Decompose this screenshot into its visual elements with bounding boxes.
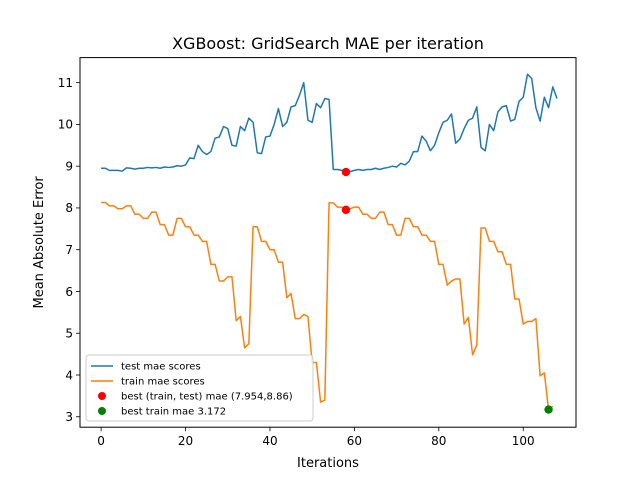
- x-tick-label-0: 0: [97, 434, 105, 448]
- best-markers: [341, 167, 553, 414]
- marker-0-0: [341, 205, 351, 215]
- x-tick-label-3: 60: [347, 434, 362, 448]
- legend-swatch-point-1: [98, 407, 106, 415]
- legend-label-point-1: best train mae 3.172: [121, 407, 226, 418]
- series-lines: [101, 73, 558, 411]
- legend-label-series-1: train mae scores: [121, 377, 205, 388]
- y-tick-label-2: 5: [65, 327, 73, 341]
- series-line-1: [101, 201, 554, 411]
- x-tick-label-2: 40: [262, 434, 277, 448]
- y-tick-label-8: 11: [58, 76, 73, 90]
- marker-0-1: [341, 167, 351, 177]
- y-tick-label-1: 4: [65, 368, 73, 382]
- marker-1-0: [544, 405, 553, 414]
- y-axis-label: Mean Absolute Error: [32, 176, 47, 309]
- legend-label-point-0: best (train, test) mae (7.954,8.86): [121, 392, 293, 403]
- y-tick-label-0: 3: [65, 410, 73, 424]
- series-line-0: [101, 73, 558, 173]
- y-axis-ticks: 3 4 5 6 7 8 9 10 11: [58, 76, 80, 424]
- y-tick-label-5: 8: [65, 201, 73, 215]
- legend-box: [85, 354, 314, 422]
- x-axis-ticks: 0 20 40 60 80 100: [97, 427, 535, 448]
- chart-title: XGBoost: GridSearch MAE per iteration: [172, 34, 484, 53]
- legend: test mae scores train mae scores best (tra…: [85, 354, 314, 422]
- legend-label-series-0: test mae scores: [121, 362, 201, 373]
- x-tick-label-5: 100: [512, 434, 535, 448]
- x-tick-label-4: 80: [431, 434, 446, 448]
- y-tick-label-3: 6: [65, 285, 73, 299]
- y-tick-label-6: 9: [65, 159, 73, 173]
- plot-frame: [79, 57, 577, 428]
- y-tick-label-7: 10: [58, 118, 73, 132]
- x-axis-label: Iterations: [297, 456, 359, 471]
- legend-swatch-point-0: [98, 392, 106, 400]
- x-tick-label-1: 20: [178, 434, 193, 448]
- y-tick-label-4: 7: [65, 243, 73, 257]
